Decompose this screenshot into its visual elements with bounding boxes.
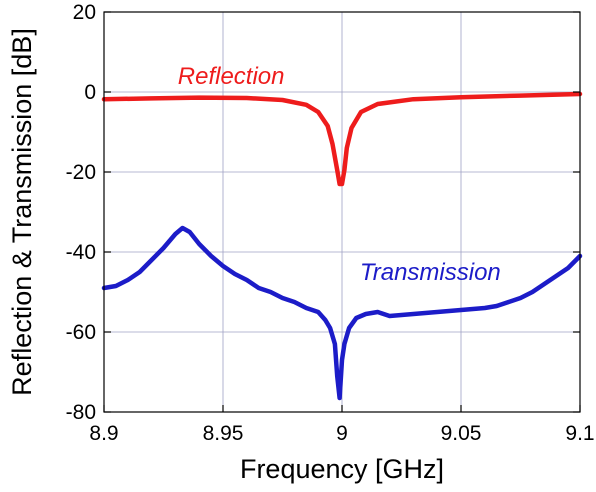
annotation-transmission: Transmission	[360, 259, 501, 286]
y-tick-label: 0	[84, 81, 96, 104]
x-tick-label: 8.95	[203, 422, 244, 445]
ticks	[103, 11, 581, 413]
x-tick-label: 9.1	[565, 422, 594, 445]
y-tick-label: -20	[66, 161, 96, 184]
y-tick-label: -80	[66, 401, 96, 424]
annotation-reflection: Reflection	[178, 63, 285, 90]
x-tick-label: 9.05	[441, 422, 482, 445]
x-tick-label: 9	[336, 422, 348, 445]
y-tick-label: -60	[66, 321, 96, 344]
x-axis-title: Frequency [GHz]	[240, 454, 444, 484]
series-layer	[101, 91, 583, 401]
series-reflection-line	[101, 91, 583, 187]
y-tick-label: 20	[73, 1, 96, 24]
annotations: Reflection Transmission	[178, 63, 501, 286]
y-axis-title: Reflection & Transmission [dB]	[7, 28, 37, 396]
y-tick-label: -40	[66, 241, 96, 264]
tick-labels: 8.9 8.95 9 9.05 9.1 -80 -60 -40 -20 0 20	[66, 1, 595, 445]
x-tick-label: 8.9	[89, 422, 118, 445]
series-transmission-line	[101, 225, 583, 401]
